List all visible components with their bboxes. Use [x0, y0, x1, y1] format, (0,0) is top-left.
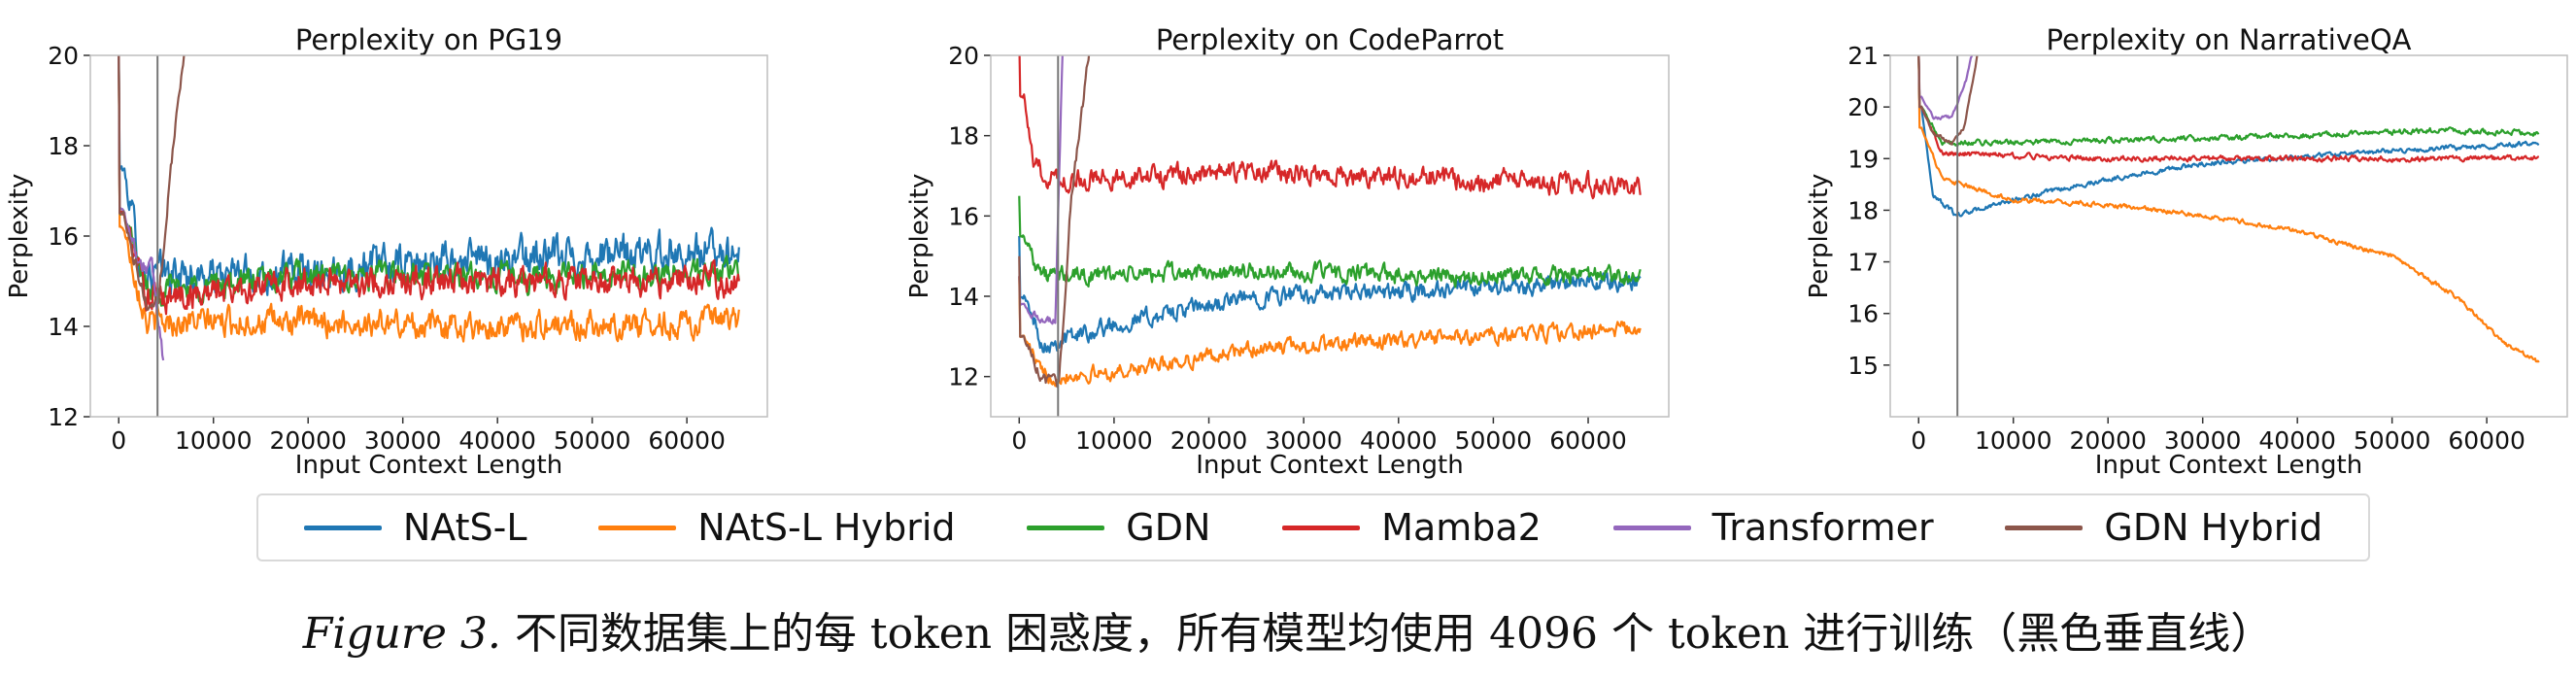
panel-1-xlabel: Input Context Length	[295, 451, 562, 480]
panel-3-ytick-label: 16	[1847, 300, 1879, 328]
legend-swatch-gdn-hybrid	[2005, 525, 2084, 530]
panel-2-frame	[990, 54, 1670, 418]
figure-number: Figure 3.	[302, 609, 501, 659]
panel-3-xtick-label: 40000	[2258, 426, 2336, 455]
panel-2-series-nats-l	[1018, 235, 1642, 354]
figure-panels: Perplexity on PG19 0 10000 20000 30000 40000 5…	[5, 23, 2568, 480]
legend-item-transformer: Transformer	[1612, 506, 1934, 549]
panel-3-ytick-label: 20	[1847, 93, 1879, 121]
figure-caption: Figure 3. 不同数据集上的每 token 困惑度，所有模型均使用 409…	[0, 598, 2576, 661]
panel-2-xlabel: Input Context Length	[1196, 451, 1463, 480]
panel-3-xtick-label: 20000	[2069, 426, 2147, 455]
panel-1-xtick-label: 10000	[175, 426, 253, 455]
legend-label-nats-l-hybrid: NAtS-L Hybrid	[697, 506, 956, 549]
panel-2-ytick-label: 20	[948, 42, 979, 70]
panel-1-xtick-label: 40000	[458, 426, 536, 455]
panel-2-xtick-label: 40000	[1360, 426, 1438, 455]
panel-1-ytick-label: 18	[48, 132, 79, 160]
panel-3-ytick-label: 17	[1847, 249, 1879, 277]
panel-3: Perplexity on NarrativeQA 0 10000 20000 3000…	[1805, 23, 2568, 480]
panel-3-title: Perplexity on NarrativeQA	[2047, 23, 2412, 56]
legend-swatch-transformer	[1612, 525, 1691, 530]
panel-1-frame	[89, 54, 768, 418]
legend-swatch-nats-l-hybrid	[598, 525, 677, 530]
panel-2-xtick-label: 10000	[1075, 426, 1153, 455]
legend-item-nats-l: NAtS-L	[303, 506, 527, 549]
panel-3-series-mamba2	[1917, 55, 2540, 163]
panel-2-title: Perplexity on CodeParrot	[1156, 23, 1504, 56]
panel-2-xtick-label: 30000	[1265, 426, 1342, 455]
panel-2-series-nats-l-hybrid	[1018, 276, 1642, 388]
legend-label-gdn: GDN	[1126, 506, 1211, 549]
panel-1-xtick-label: 0	[111, 426, 126, 455]
panel-3-frame	[1889, 54, 2568, 418]
panel-3-plot-area	[1917, 55, 2540, 417]
legend-swatch-mamba2	[1282, 525, 1361, 530]
legend: NAtS-L NAtS-L Hybrid GDN Mamba2 Transfor…	[256, 493, 2370, 561]
panel-1: Perplexity on PG19 0 10000 20000 30000 40000 5…	[5, 23, 768, 480]
panel-3-xtick-label: 60000	[2448, 426, 2525, 455]
legend-item-nats-l-hybrid: NAtS-L Hybrid	[598, 506, 956, 549]
legend-item-mamba2: Mamba2	[1282, 506, 1542, 549]
panel-3-xtick-label: 0	[1911, 426, 1926, 455]
panel-1-ytick-label: 20	[48, 42, 79, 70]
panel-2-ytick-label: 12	[948, 363, 979, 391]
panel-2-xtick-label: 20000	[1170, 426, 1248, 455]
legend-swatch-nats-l	[303, 525, 382, 530]
panel-1-series-nats-l-hybrid	[118, 55, 740, 343]
panel-1-xtick-label: 50000	[554, 426, 631, 455]
panel-1-xtick-label: 20000	[269, 426, 347, 455]
panel-2-series-gdn	[1018, 195, 1642, 289]
panel-1-plot-area	[118, 55, 740, 417]
panel-1-xtick-label: 60000	[648, 426, 726, 455]
panel-1-ytick-label: 16	[48, 222, 79, 251]
panel-3-ytick-label: 19	[1847, 145, 1879, 173]
panel-3-ytick-label: 18	[1847, 196, 1879, 224]
panel-3-ytick-label: 21	[1847, 42, 1879, 70]
panel-1-ytick-label: 12	[48, 403, 79, 431]
panel-2-xtick-label: 60000	[1549, 426, 1627, 455]
caption-text: 不同数据集上的每 token 困惑度，所有模型均使用 4096 个 token …	[514, 609, 2274, 659]
panel-2-plot-area	[1018, 55, 1642, 417]
legend-label-gdn-hybrid: GDN Hybrid	[2104, 506, 2323, 549]
panel-1-ytick-label: 14	[48, 313, 79, 341]
panel-3-series-nats-l-hybrid	[1917, 55, 2540, 363]
legend-swatch-gdn	[1027, 525, 1105, 530]
panel-2-series-mamba2	[1018, 55, 1642, 200]
panel-2: Perplexity on CodeParrot 0 10000 20000 30000…	[905, 23, 1670, 480]
panel-2-series-transformer	[1018, 55, 1064, 325]
legend-item-gdn: GDN	[1027, 506, 1210, 549]
panel-3-xtick-label: 10000	[1975, 426, 2052, 455]
panel-2-ytick-label: 14	[948, 283, 979, 311]
panel-2-ylabel: Perplexity	[905, 174, 934, 299]
panel-1-ylabel: Perplexity	[5, 174, 34, 299]
panel-2-ytick-label: 16	[948, 202, 979, 230]
panel-2-series-gdn-hybrid	[1018, 55, 1091, 389]
panel-3-xtick-label: 50000	[2354, 426, 2431, 455]
panel-2-ytick-label: 18	[948, 122, 979, 151]
panel-1-series-gdn-hybrid	[118, 55, 186, 312]
legend-label-mamba2: Mamba2	[1381, 506, 1542, 549]
panel-2-xtick-label: 50000	[1455, 426, 1533, 455]
panel-3-ytick-label: 15	[1847, 352, 1879, 380]
panel-3-xtick-label: 30000	[2164, 426, 2242, 455]
panel-1-xtick-label: 30000	[364, 426, 442, 455]
panel-3-ylabel: Perplexity	[1805, 174, 1834, 299]
panel-3-series-gdn	[1917, 55, 2540, 148]
panel-3-xlabel: Input Context Length	[2095, 451, 2362, 480]
legend-label-transformer: Transformer	[1712, 506, 1934, 549]
panel-2-xtick-label: 0	[1011, 426, 1027, 455]
legend-label-nats-l: NAtS-L	[402, 506, 527, 549]
panel-1-series-mamba2	[118, 55, 740, 316]
panel-3-series-gdn-hybrid	[1917, 55, 1979, 146]
legend-item-gdn-hybrid: GDN Hybrid	[2005, 506, 2322, 549]
panel-3-series-transformer	[1917, 55, 1974, 120]
panel-1-title: Perplexity on PG19	[295, 23, 562, 56]
panel-1-series-nats-l	[118, 55, 740, 296]
